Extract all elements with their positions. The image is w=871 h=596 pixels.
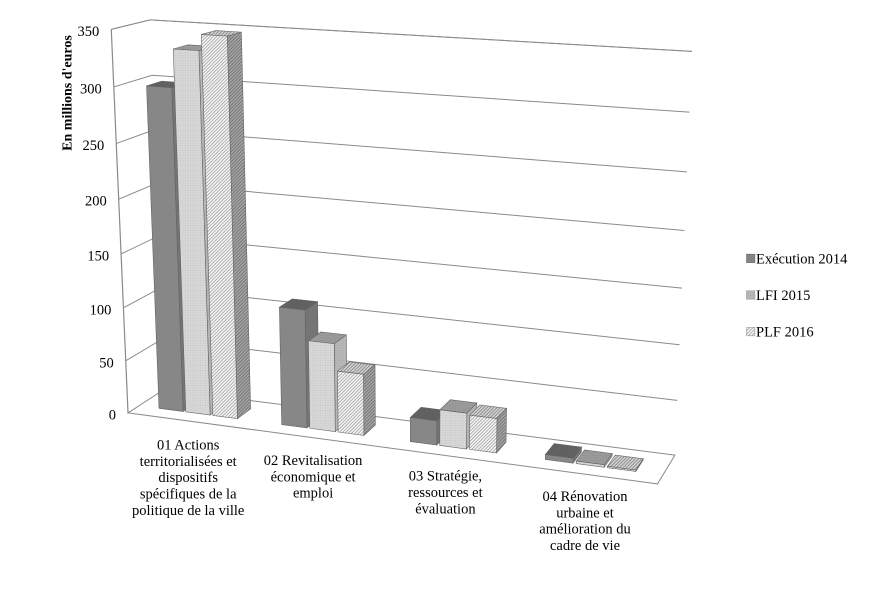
svg-text:200: 200	[85, 194, 107, 210]
svg-text:PLF 2016: PLF 2016	[756, 325, 814, 341]
svg-text:100: 100	[90, 302, 112, 318]
svg-text:0: 0	[109, 407, 116, 423]
svg-text:350: 350	[78, 24, 100, 40]
svg-text:50: 50	[99, 355, 114, 371]
svg-text:250: 250	[82, 138, 104, 154]
svg-text:300: 300	[80, 81, 102, 97]
svg-text:Exécution 2014: Exécution 2014	[756, 251, 848, 267]
svg-text:En millions d'euros: En millions d'euros	[60, 35, 75, 151]
svg-text:LFI 2015: LFI 2015	[756, 288, 810, 304]
svg-text:150: 150	[87, 249, 109, 265]
